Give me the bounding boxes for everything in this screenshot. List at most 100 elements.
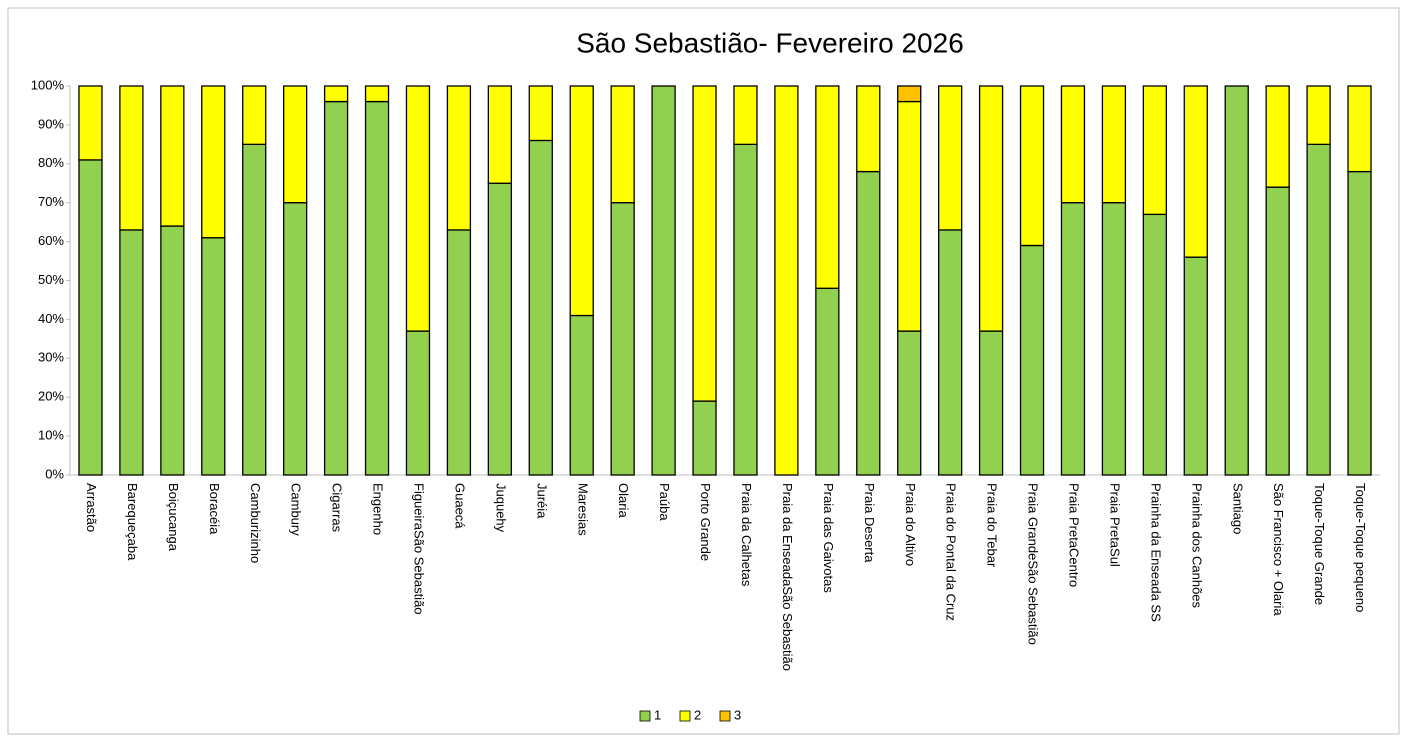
y-tick-label: 0%: [45, 466, 64, 481]
y-tick-label: 100%: [31, 77, 65, 92]
bar-segment: [569, 314, 594, 476]
bar-segment: [897, 100, 922, 332]
bar-segment: [405, 330, 431, 476]
x-tick-label: Toque-Toque pequeno: [1353, 483, 1368, 612]
bar-segment: [364, 85, 390, 103]
x-tick-label: Maresias: [575, 483, 590, 536]
x-tick-label: Camburizinho: [248, 483, 263, 563]
bar-segment: [78, 159, 103, 476]
chart-title: São Sebastião- Fevereiro 2026: [576, 27, 964, 58]
bar-segment: [323, 100, 349, 476]
bar-segment: [528, 139, 553, 476]
x-tick-label: Praia do Pontal da Cruz: [944, 483, 959, 621]
bar-segment: [1265, 85, 1290, 188]
x-tick-label: Cambury: [289, 483, 304, 536]
legend-swatch: [719, 710, 731, 722]
bar-segment: [1224, 85, 1249, 476]
y-tick-label: 70%: [38, 194, 64, 209]
x-tick-label: Boiçucanga: [166, 483, 181, 552]
bar-segment: [119, 229, 144, 476]
x-tick-label: Praia do Tebar: [985, 483, 1000, 568]
x-tick-label: FigueiraSão Sebastião: [412, 483, 427, 615]
bar-segment: [1142, 213, 1167, 476]
bar-segment: [897, 330, 922, 476]
x-tick-label: Juquehy: [493, 483, 508, 533]
x-tick-label: Guaecá: [452, 483, 467, 529]
bar-segment: [201, 237, 226, 476]
bar-segment: [364, 100, 390, 476]
bar-segment: [1101, 85, 1127, 204]
x-tick-label: Santiago: [1230, 483, 1245, 534]
y-tick-label: 90%: [38, 116, 64, 131]
x-tick-label: Engenho: [371, 483, 386, 535]
bar-segment: [405, 85, 431, 332]
bar-segment: [1347, 170, 1372, 476]
bar-segment: [692, 85, 717, 402]
bar-segment: [938, 85, 963, 231]
x-tick-label: Arrastão: [84, 483, 99, 532]
bar-segment: [487, 182, 512, 476]
bar-segment: [774, 85, 799, 476]
bar-segment: [856, 170, 881, 476]
x-tick-label: Olaria: [616, 483, 631, 518]
bar-segment: [1060, 85, 1086, 204]
x-tick-label: Praia GrandeSão Sebastião: [1026, 483, 1041, 645]
x-tick-label: Paúba: [657, 483, 672, 521]
bar-segment: [201, 85, 226, 239]
x-tick-label: Praia PretaCentro: [1067, 483, 1082, 587]
legend-swatch: [639, 710, 651, 722]
x-tick-label: Praia das Gaivotas: [821, 483, 836, 593]
bar-segment: [446, 229, 472, 476]
x-tick-label: Praia PretaSul: [1107, 483, 1122, 567]
bar-segment: [283, 202, 308, 476]
x-tick-label: Prainha dos Canhões: [1189, 483, 1204, 609]
x-tick-label: Praia da Calhetas: [739, 483, 754, 587]
bar-segment: [323, 85, 349, 103]
legend-label: 2: [694, 707, 701, 722]
bar-segment: [1183, 256, 1208, 476]
y-tick-label: 60%: [38, 233, 64, 248]
bar-segment: [1019, 244, 1045, 476]
y-tick-label: 30%: [38, 350, 64, 365]
legend-swatch: [679, 710, 691, 722]
bar-segment: [446, 85, 472, 231]
bar-segment: [1101, 202, 1127, 476]
x-tick-label: Porto Grande: [698, 483, 713, 561]
y-tick-label: 20%: [38, 389, 64, 404]
bar-segment: [569, 85, 594, 317]
x-tick-label: Boracéia: [207, 483, 222, 535]
x-tick-label: Toque-Toque Grande: [1312, 483, 1327, 605]
bar-segment: [897, 85, 922, 103]
y-tick-label: 50%: [38, 272, 64, 287]
bar-segment: [692, 400, 717, 476]
bar-segment: [487, 85, 512, 184]
bar-segment: [1306, 143, 1331, 476]
bar-segment: [242, 85, 267, 145]
bar-segment: [651, 85, 676, 476]
x-tick-label: São Francisco + Olaria: [1271, 483, 1286, 616]
y-tick-label: 40%: [38, 311, 64, 326]
bar-segment: [610, 202, 635, 476]
bar-segment: [1306, 85, 1331, 145]
bar-segment: [1265, 186, 1290, 476]
bar-segment: [815, 287, 840, 476]
bar-segment: [1060, 202, 1086, 476]
x-tick-label: Cigarras: [330, 483, 345, 533]
y-tick-label: 10%: [38, 428, 64, 443]
x-tick-label: Prainha da Enseada SS: [1148, 483, 1163, 622]
bar-segment: [1019, 85, 1045, 247]
bar-segment: [1183, 85, 1208, 258]
bar-segment: [528, 85, 553, 142]
bar-segment: [610, 85, 635, 204]
legend-label: 3: [734, 707, 741, 722]
bar-segment: [733, 85, 758, 145]
bar-segment: [119, 85, 144, 231]
bar-segment: [283, 85, 308, 204]
bar-segment: [856, 85, 881, 173]
bar-segment: [1142, 85, 1167, 216]
bar-segment: [160, 225, 185, 476]
legend-label: 1: [654, 707, 661, 722]
bar-segment: [938, 229, 963, 476]
y-tick-label: 80%: [38, 155, 64, 170]
